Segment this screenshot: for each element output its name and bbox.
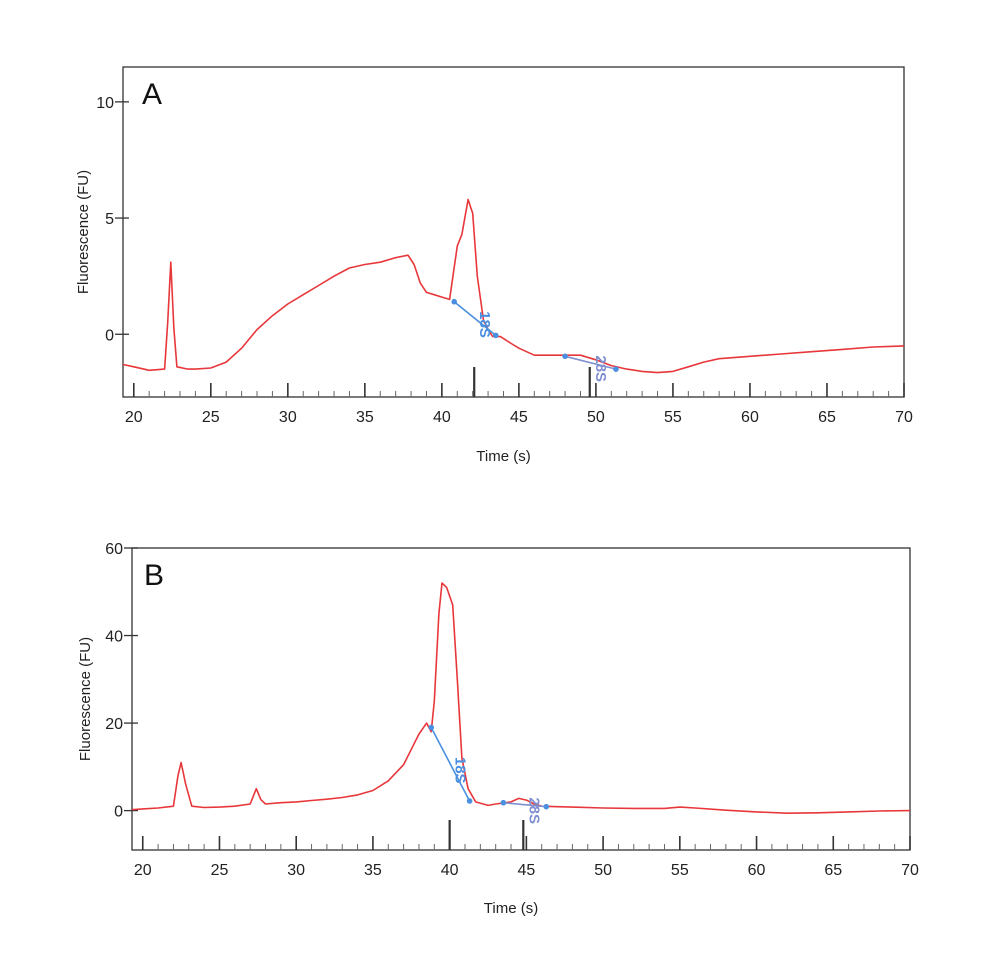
- panel-b-y-tick-label: 0: [114, 804, 123, 821]
- panel-a-peak-baseline-18s: [453, 301, 497, 337]
- panel-a-y-tick-label: 5: [105, 211, 114, 228]
- panel-b-peak-start-point: [500, 799, 507, 806]
- panel-b-x-tick-label: 50: [594, 862, 612, 879]
- panel-b-chart: 20 25 30 35 40 45 50 55 60 65 70 0 20 40 60 Time (s) Flu…: [77, 541, 919, 917]
- panel-a-x-tick-label: 30: [279, 409, 297, 426]
- panel-a-x-tick-label: 45: [510, 409, 528, 426]
- panel-b-peak-start-point: [428, 724, 435, 731]
- panel-a-x-tick-label: 55: [664, 409, 682, 426]
- panel-b-x-tick-label: 65: [824, 862, 842, 879]
- panel-a-trace-line: [122, 198, 905, 374]
- panel-b-x-tick-label: 55: [671, 862, 689, 879]
- panel-b-x-tick-label: 70: [901, 862, 919, 879]
- panel-b-x-tick-label: 45: [517, 862, 535, 879]
- panel-a-x-tick-label: 70: [895, 409, 913, 426]
- panel-a-x-tick-label: 20: [125, 409, 143, 426]
- panel-a-y-tick-label: 10: [96, 95, 114, 112]
- panel-b-peak-label-18s: 18S: [452, 757, 469, 784]
- panel-a-panel-letter: A: [142, 78, 162, 111]
- panel-b-panel-letter: B: [144, 559, 164, 592]
- panel-a-x-tick-label: 25: [202, 409, 220, 426]
- panel-b-trace-line: [131, 582, 911, 815]
- panel-a-x-axis-title: Time (s): [476, 448, 530, 465]
- panel-a-x-tick-label: 40: [433, 409, 451, 426]
- panel-a-x-tick-label: 35: [356, 409, 374, 426]
- panel-a-x-tick-label: 50: [587, 409, 605, 426]
- panel-a-peak-label-18s: 18S: [476, 311, 493, 338]
- panel-a-peak-end-point: [492, 332, 499, 339]
- panel-a-plot-frame: [122, 66, 905, 398]
- panel-b-x-axis-title: Time (s): [484, 900, 538, 917]
- panel-a-peak-baseline-28s: [564, 355, 617, 370]
- panel-b-y-tick-label: 40: [105, 629, 123, 646]
- panel-b-y-axis-title: Fluorescence (FU): [77, 637, 94, 761]
- panel-a-chart: 20 25 30 35 40 45 50 55 60 65 70 0 5 10 Time (s) Fluore…: [75, 66, 913, 465]
- panel-a-x-tick-label: 65: [818, 409, 836, 426]
- panel-b-x-tick-label: 30: [287, 862, 305, 879]
- panel-b-peak-baseline-28s: [503, 801, 547, 808]
- panel-b-y-tick-label: 20: [105, 716, 123, 733]
- panel-b-peak-end-point: [466, 798, 473, 804]
- panel-b-x-tick-label: 35: [364, 862, 382, 879]
- panel-a-y-axis-title: Fluorescence (FU): [75, 170, 92, 294]
- panel-b-x-tick-label: 20: [134, 862, 152, 879]
- panel-a-peak-end-point: [613, 366, 619, 372]
- panel-a-peak-start-point: [562, 353, 568, 360]
- panel-b-peak-end-point: [543, 803, 550, 810]
- panel-b-x-tick-label: 40: [441, 862, 459, 879]
- panel-a-peak-label-28s: 28S: [592, 355, 609, 382]
- panel-a-y-tick-label: 0: [105, 327, 114, 344]
- panel-a-x-tick-label: 60: [741, 409, 759, 426]
- panel-b-peak-label-28s: 28S: [525, 797, 542, 824]
- panel-b-y-tick-label: 60: [105, 541, 123, 558]
- panel-b-x-tick-label: 60: [748, 862, 766, 879]
- panel-a-peak-start-point: [451, 298, 457, 305]
- panel-b-peak-baseline-18s: [430, 727, 471, 802]
- panel-b-x-tick-label: 25: [211, 862, 229, 879]
